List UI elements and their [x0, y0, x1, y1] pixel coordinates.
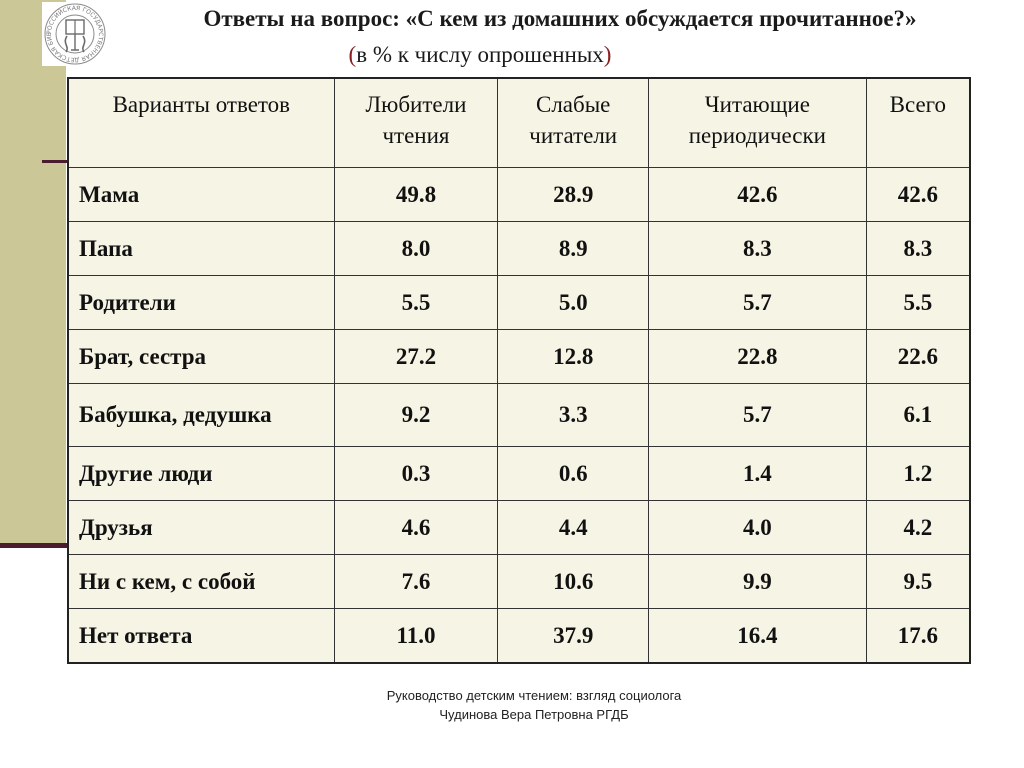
table-row: Брат, сестра 27.2 12.8 22.8 22.6 [67, 329, 971, 384]
row-label: Папа [67, 221, 335, 276]
survey-table: Варианты ответов Любители чтения Слабые … [67, 77, 971, 664]
table-cell: 8.3 [865, 221, 971, 276]
table-cell: 12.8 [497, 329, 650, 384]
table-cell: 9.2 [333, 383, 499, 447]
row-label: Мама [67, 167, 335, 222]
table-cell: 9.5 [865, 554, 971, 609]
header-answer-options: Варианты ответов [67, 77, 335, 168]
table-row: Папа 8.0 8.9 8.3 8.3 [67, 221, 971, 276]
table-cell: 42.6 [865, 167, 971, 222]
side-band [0, 0, 66, 548]
table-row: Нет ответа 11.0 37.9 16.4 17.6 [67, 608, 971, 664]
table-cell: 5.5 [865, 275, 971, 330]
table-cell: 27.2 [333, 329, 499, 384]
subtitle-text: в % к числу опрошенных [356, 42, 604, 67]
header-weak-readers: Слабые читатели [497, 77, 650, 168]
table-cell: 0.3 [333, 446, 499, 501]
table-cell: 22.8 [648, 329, 867, 384]
table-cell: 7.6 [333, 554, 499, 609]
side-line-bottom [0, 543, 70, 548]
table-cell: 1.4 [648, 446, 867, 501]
table-cell: 9.9 [648, 554, 867, 609]
page-title: Ответы на вопрос: «С кем из домашних обс… [203, 6, 917, 31]
table-cell: 8.9 [497, 221, 650, 276]
table-cell: 16.4 [648, 608, 867, 664]
table-header-row: Варианты ответов Любители чтения Слабые … [67, 77, 971, 168]
table-cell: 4.4 [497, 500, 650, 555]
table-row: Друзья 4.6 4.4 4.0 4.2 [67, 500, 971, 555]
row-label: Брат, сестра [67, 329, 335, 384]
table-cell: 28.9 [497, 167, 650, 222]
table-cell: 5.0 [497, 275, 650, 330]
row-label: Друзья [67, 500, 335, 555]
row-label: Нет ответа [67, 608, 335, 664]
table-cell: 4.6 [333, 500, 499, 555]
table-cell: 6.1 [865, 383, 971, 447]
library-emblem-icon: РОССИЙСКАЯ ГОСУДАРСТВЕННАЯ ДЕТСКАЯ БИБЛИ… [39, 0, 108, 66]
table-row: Ни с кем, с собой 7.6 10.6 9.9 9.5 [67, 554, 971, 609]
side-line-top [42, 160, 68, 163]
header-reading-lovers: Любители чтения [333, 77, 499, 168]
table-cell: 4.2 [865, 500, 971, 555]
subtitle-paren-open: ( [348, 42, 357, 67]
table-cell: 42.6 [648, 167, 867, 222]
table-cell: 10.6 [497, 554, 650, 609]
table-row: Мама 49.8 28.9 42.6 42.6 [67, 167, 971, 222]
table-cell: 8.0 [333, 221, 499, 276]
row-label: Родители [67, 275, 335, 330]
table-cell: 5.5 [333, 275, 499, 330]
table-cell: 1.2 [865, 446, 971, 501]
table-cell: 11.0 [333, 608, 499, 664]
table-cell: 0.6 [497, 446, 650, 501]
table-cell: 3.3 [497, 383, 650, 447]
header-total: Всего [865, 77, 971, 168]
table-row: Родители 5.5 5.0 5.7 5.5 [67, 275, 971, 330]
table-cell: 37.9 [497, 608, 650, 664]
table-cell: 8.3 [648, 221, 867, 276]
table-cell: 17.6 [865, 608, 971, 664]
row-label: Ни с кем, с собой [67, 554, 335, 609]
table-cell: 22.6 [865, 329, 971, 384]
table-cell: 5.7 [648, 383, 867, 447]
page-subtitle: (в % к числу опрошенных) [110, 42, 850, 68]
subtitle-paren-close: ) [603, 42, 612, 67]
table-cell: 49.8 [333, 167, 499, 222]
table-row: Другие люди 0.3 0.6 1.4 1.2 [67, 446, 971, 501]
row-label: Другие люди [67, 446, 335, 501]
footer-line-2: Чудинова Вера Петровна РГДБ [439, 707, 629, 722]
footer-line-1: Руководство детским чтением: взгляд соци… [386, 688, 682, 703]
table-cell: 4.0 [648, 500, 867, 555]
table-cell: 5.7 [648, 275, 867, 330]
table-row: Бабушка, дедушка 9.2 3.3 5.7 6.1 [67, 383, 971, 447]
row-label: Бабушка, дедушка [67, 383, 335, 447]
header-periodic-readers: Читающие периодически [648, 77, 867, 168]
footer-caption: Руководство детским чтением: взгляд соци… [300, 686, 768, 724]
